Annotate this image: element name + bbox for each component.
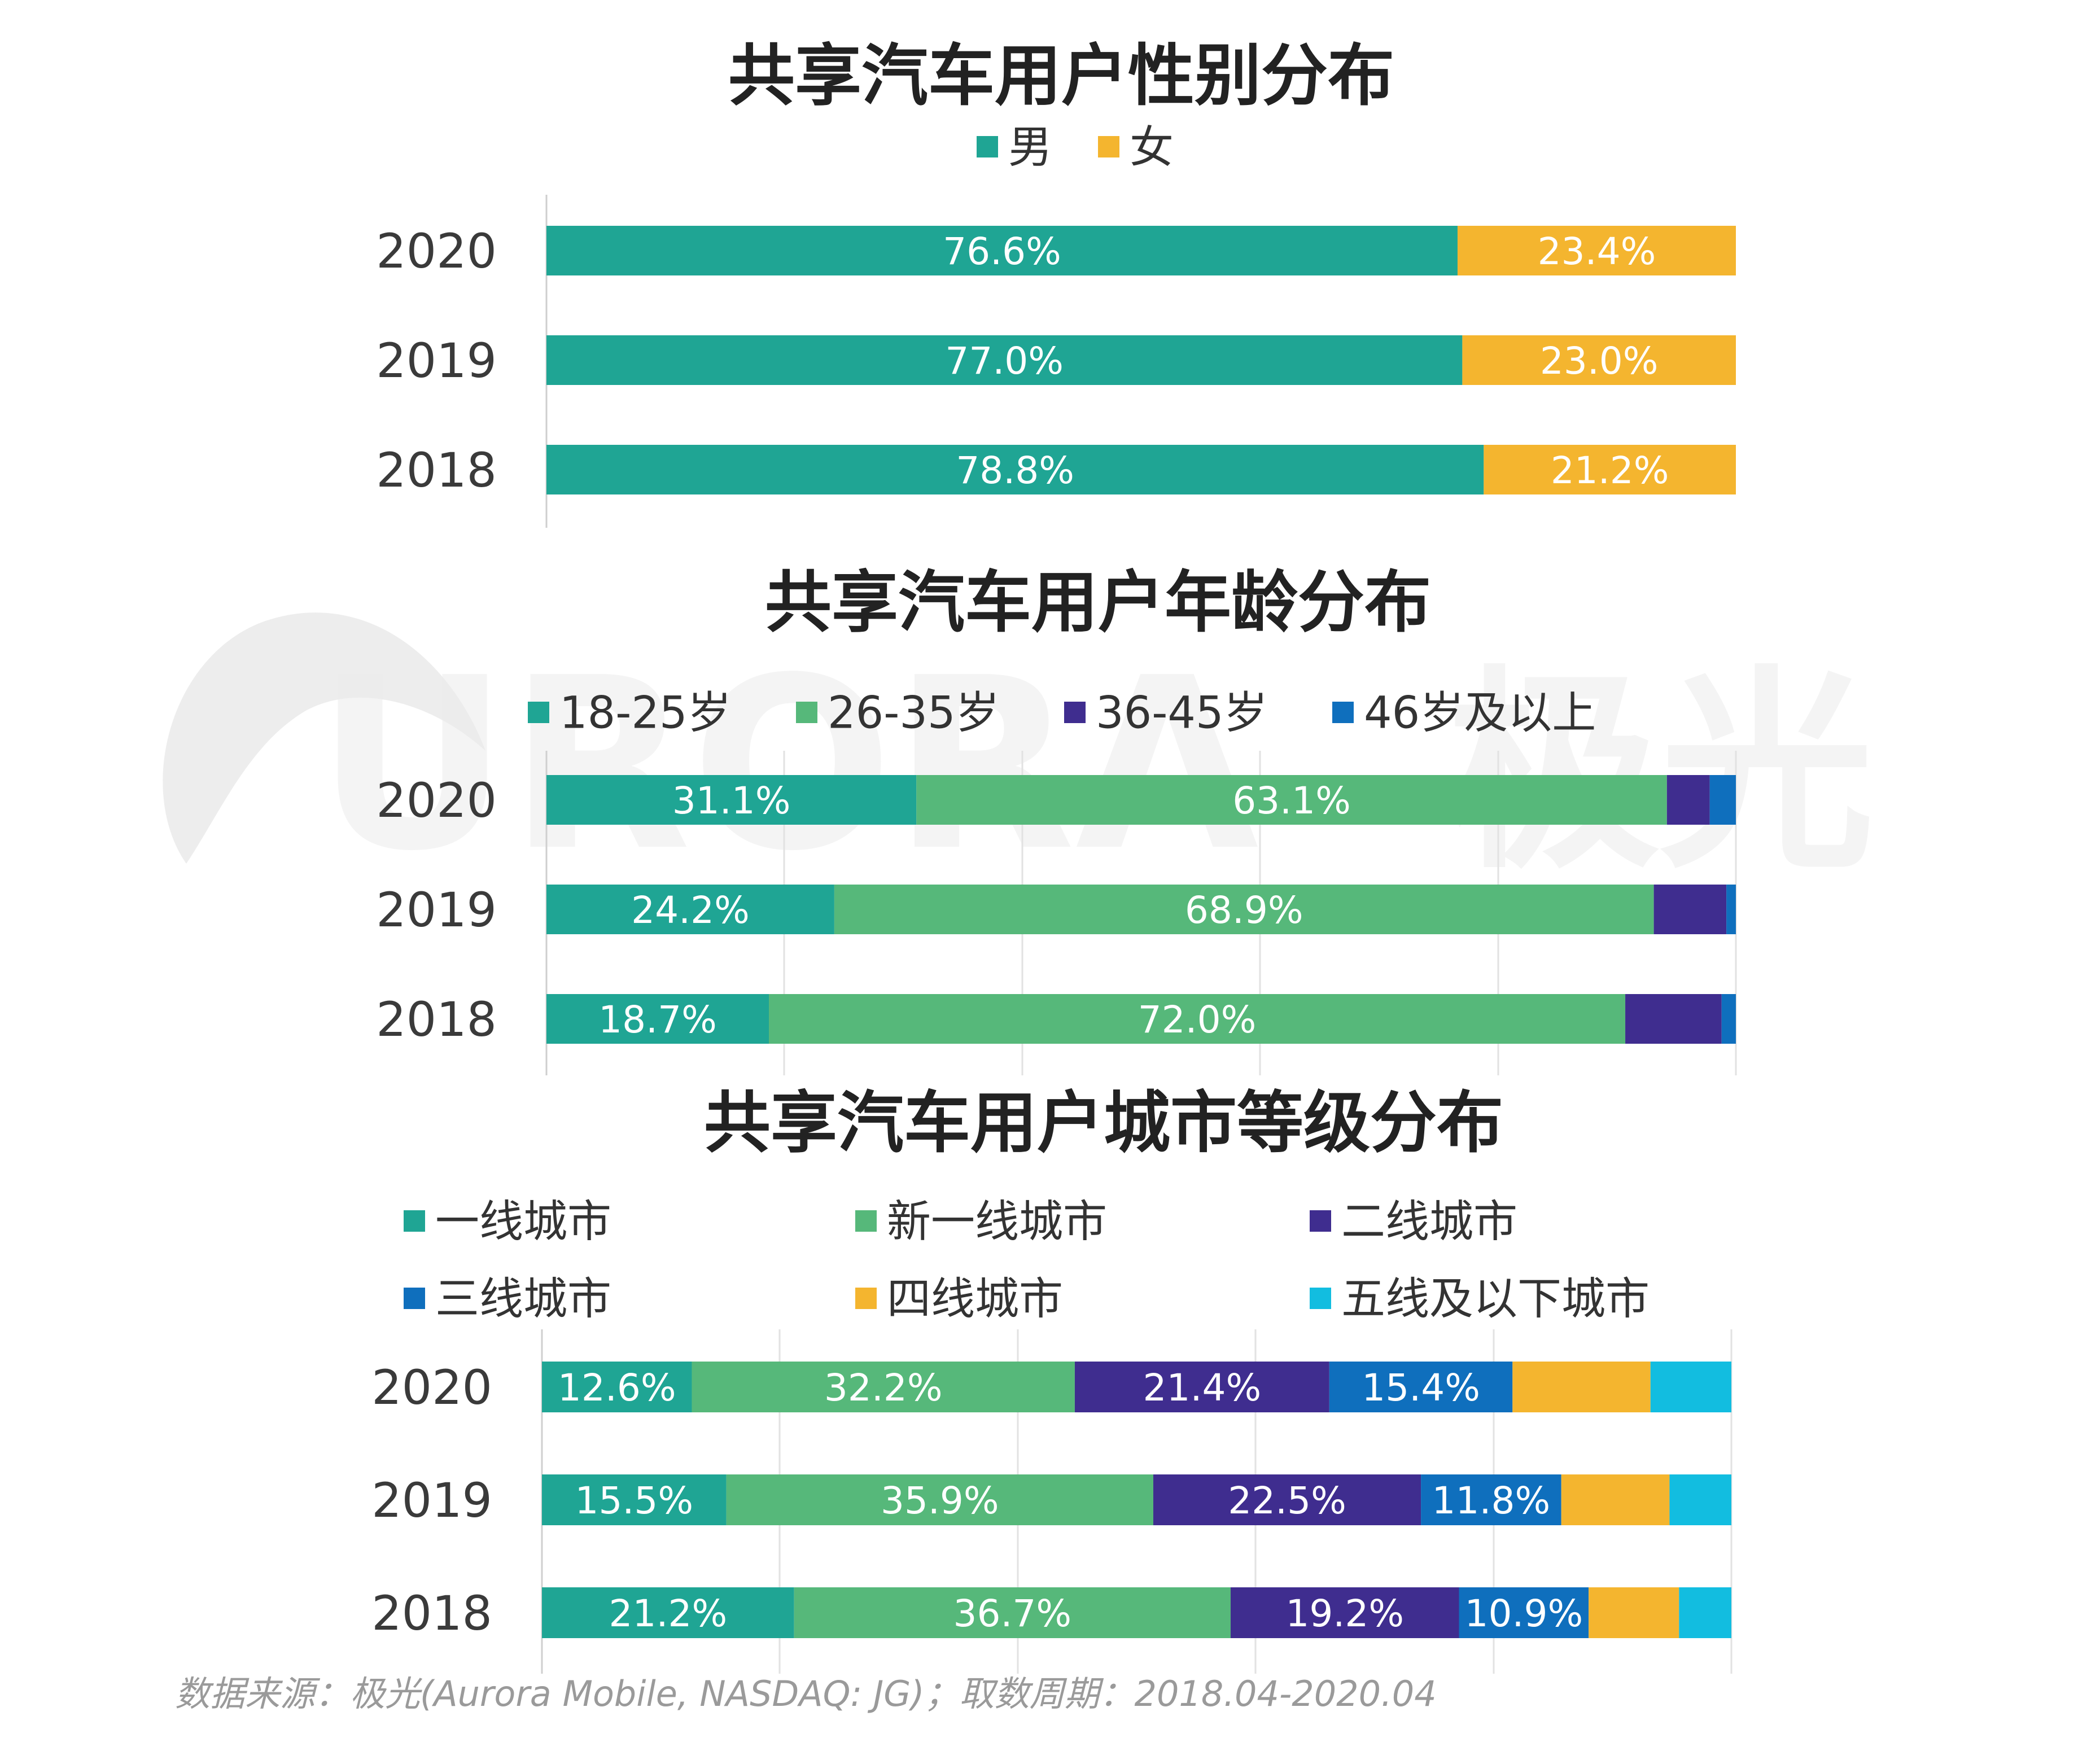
- legend-swatch: [404, 1288, 425, 1309]
- bar-value-label: 76.6%: [943, 230, 1061, 273]
- bar-segment: [1653, 885, 1727, 934]
- legend-swatch: [1098, 136, 1119, 157]
- legend-swatch: [796, 702, 817, 723]
- legend-swatch: [855, 1288, 877, 1309]
- bar-value-label: 21.2%: [609, 1592, 728, 1635]
- chart-title: 共享汽车用户性别分布: [728, 37, 1394, 115]
- bar-value-label: 32.2%: [824, 1366, 943, 1410]
- chart-title: 共享汽车用户年龄分布: [765, 563, 1431, 641]
- bar-segment: [546, 226, 1458, 275]
- legend-swatch: [977, 136, 998, 157]
- legend-label: 四线城市: [887, 1273, 1063, 1324]
- bar-segment: [692, 1362, 1075, 1412]
- bar-segment: [726, 1474, 1153, 1525]
- bar-segment: [1329, 1362, 1513, 1412]
- bar-segment: [834, 885, 1654, 934]
- bar-segment: [1561, 1474, 1670, 1525]
- year-label: 2019: [371, 1473, 492, 1528]
- legend-label: 26-35岁: [828, 688, 1000, 738]
- bar-value-label: 72.0%: [1138, 998, 1257, 1041]
- bar-segment: [1512, 1362, 1651, 1412]
- bar-value-label: 15.5%: [575, 1479, 693, 1522]
- bar-value-label: 11.8%: [1432, 1479, 1551, 1522]
- bar-value-label: 21.2%: [1551, 449, 1669, 492]
- bar-segment: [1589, 1587, 1679, 1638]
- year-label: 2018: [376, 992, 497, 1047]
- bar-segment: [1721, 994, 1736, 1044]
- year-label: 2020: [376, 773, 497, 828]
- bar-value-label: 78.8%: [956, 449, 1074, 492]
- bar-value-label: 18.7%: [598, 998, 717, 1041]
- bar-segment: [1679, 1587, 1731, 1638]
- bar-segment: [1625, 994, 1722, 1044]
- bar-segment: [1709, 775, 1736, 825]
- bar-value-label: 21.4%: [1143, 1366, 1262, 1410]
- legend-swatch: [528, 702, 549, 723]
- bar-value-label: 36.7%: [953, 1592, 1071, 1635]
- bar-segment: [546, 775, 917, 825]
- legend-label: 二线城市: [1341, 1196, 1517, 1247]
- year-label: 2019: [376, 882, 497, 938]
- bar-value-label: 63.1%: [1232, 779, 1351, 822]
- legend-label: 新一线城市: [887, 1196, 1107, 1247]
- bar-segment: [542, 1362, 692, 1412]
- legend-label: 一线城市: [435, 1196, 611, 1247]
- legend-label: 女: [1130, 122, 1174, 173]
- year-label: 2019: [376, 333, 497, 388]
- legend-label: 男: [1008, 122, 1052, 173]
- bar-segment: [542, 1587, 794, 1638]
- bar-segment: [546, 885, 834, 934]
- bar-value-label: 23.4%: [1538, 230, 1656, 273]
- year-label: 2020: [376, 224, 497, 279]
- bar-value-label: 35.9%: [881, 1479, 999, 1522]
- bar-value-label: 12.6%: [558, 1366, 676, 1410]
- bar-segment: [1726, 885, 1736, 934]
- bar-value-label: 31.1%: [672, 779, 791, 822]
- bar-segment: [546, 445, 1484, 494]
- bar-segment: [1666, 775, 1710, 825]
- bar-value-label: 15.4%: [1362, 1366, 1480, 1410]
- year-label: 2018: [376, 443, 497, 498]
- bar-segment: [546, 994, 769, 1044]
- bar-value-label: 19.2%: [1285, 1592, 1404, 1635]
- chart-title: 共享汽车用户城市等级分布: [704, 1084, 1503, 1162]
- legend-label: 36-45岁: [1096, 688, 1268, 738]
- legend-label: 三线城市: [435, 1273, 611, 1324]
- legend-label: 46岁及以上: [1364, 688, 1596, 738]
- bar-segment: [916, 775, 1667, 825]
- bar-value-label: 24.2%: [631, 888, 750, 932]
- bar-value-label: 77.0%: [945, 339, 1064, 383]
- bar-segment: [1230, 1587, 1459, 1638]
- year-label: 2020: [371, 1360, 492, 1415]
- bar-segment: [1459, 1587, 1589, 1638]
- year-label: 2018: [371, 1586, 492, 1641]
- bar-segment: [542, 1474, 727, 1525]
- legend-swatch: [1332, 702, 1354, 723]
- bar-value-label: 23.0%: [1540, 339, 1659, 383]
- source-note: 数据来源：极光(Aurora Mobile, NASDAQ: JG)；取数周期：…: [175, 1673, 1437, 1714]
- bar-segment: [794, 1587, 1231, 1638]
- bar-segment: [769, 994, 1626, 1044]
- legend-swatch: [1064, 702, 1086, 723]
- bar-segment: [1462, 335, 1736, 385]
- bar-segment: [1074, 1362, 1329, 1412]
- bar-segment: [1484, 445, 1736, 494]
- bar-segment: [1669, 1474, 1731, 1525]
- legend-swatch: [404, 1210, 425, 1232]
- bar-segment: [1421, 1474, 1561, 1525]
- bar-value-label: 22.5%: [1228, 1479, 1346, 1522]
- bar-segment: [1457, 226, 1736, 275]
- legend-swatch: [1310, 1288, 1331, 1309]
- legend-swatch: [1310, 1210, 1331, 1232]
- legend-label: 18-25岁: [559, 688, 732, 738]
- legend-swatch: [855, 1210, 877, 1232]
- bar-segment: [1650, 1362, 1731, 1412]
- bar-segment: [546, 335, 1463, 385]
- bar-value-label: 68.9%: [1185, 888, 1303, 932]
- bar-value-label: 10.9%: [1464, 1592, 1583, 1635]
- legend-label: 五线及以下城市: [1341, 1273, 1650, 1324]
- bar-segment: [1153, 1474, 1421, 1525]
